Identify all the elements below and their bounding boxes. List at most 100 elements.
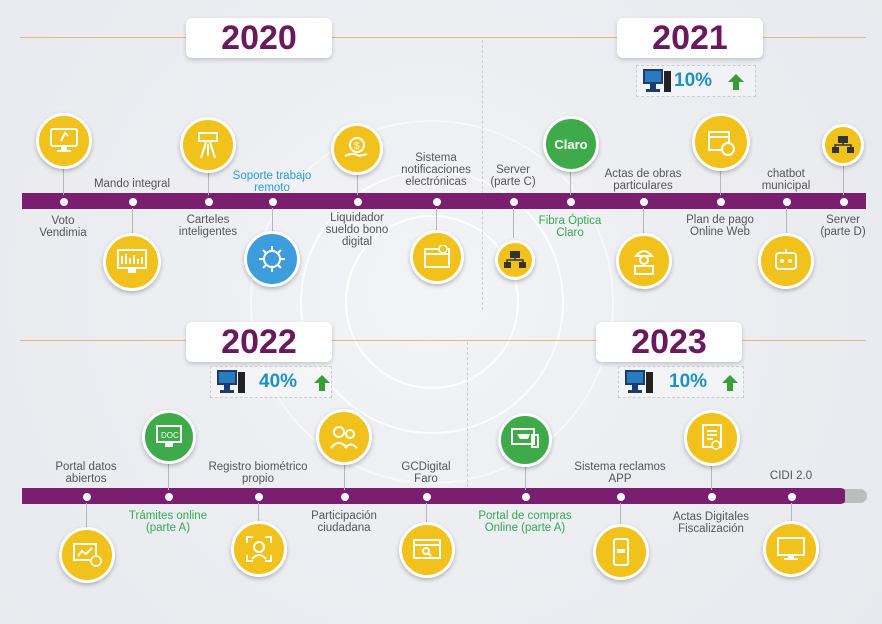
- timeline-dot: [509, 197, 519, 207]
- claro-logo-icon: Claro: [554, 136, 588, 152]
- money-hand-icon: $: [344, 137, 368, 158]
- up-arrow-icon: [728, 74, 744, 90]
- chatbot-circle: [758, 233, 814, 289]
- connector: [843, 162, 844, 195]
- timeline-dot: [164, 492, 174, 502]
- timeline-dot: [639, 197, 649, 207]
- certificate-icon: [702, 424, 722, 450]
- timeline-dot: [787, 492, 797, 502]
- monitor-icon: [777, 537, 805, 560]
- timeline-dot: [353, 197, 363, 207]
- cidi-circle: [763, 521, 819, 577]
- connector: [620, 503, 621, 525]
- virus-icon: [259, 246, 285, 272]
- timeline-dot: [616, 492, 626, 502]
- timeline-dot: [254, 492, 264, 502]
- up-arrow-icon: [722, 375, 738, 391]
- connector: [272, 208, 273, 234]
- connector: [208, 163, 209, 195]
- timeline-dot: [204, 197, 214, 207]
- portal-datos-circle: [59, 527, 115, 583]
- timeline-dot: [432, 197, 442, 207]
- label-soporte: Soporte trabajo remoto: [232, 170, 312, 194]
- stat-2022: 40%: [210, 366, 332, 398]
- shopping-cart-icon: [511, 428, 539, 448]
- voto-vendimia-circle: [36, 113, 92, 169]
- year-2023: 2023: [596, 322, 742, 362]
- stat-2023: 10%: [618, 366, 744, 398]
- connector: [132, 208, 133, 235]
- label-mando: Mando integral: [93, 178, 171, 190]
- label-sistema: Sistema notificaciones electrónicas: [401, 152, 471, 188]
- label-gcdigital: GCDigital Faro: [401, 461, 451, 485]
- connector: [720, 168, 721, 195]
- network-server-icon: [832, 136, 854, 153]
- timeline-dot: [340, 492, 350, 502]
- plan-pago-circle: [692, 113, 750, 171]
- monitor-hand-icon: [50, 128, 78, 152]
- bg-ring: [345, 215, 519, 389]
- bg-ring: [250, 120, 614, 484]
- dashboard-monitor-icon: [117, 249, 147, 273]
- connector: [791, 503, 792, 525]
- timeline-dot: [566, 197, 576, 207]
- timeline-dot: [839, 197, 849, 207]
- soporte-circle: [244, 231, 300, 287]
- label-liquidador: Liquidador sueldo bono digital: [325, 212, 389, 248]
- tramites-circle: DOC: [142, 410, 196, 464]
- worker-icon: [633, 250, 655, 275]
- label-server-d: Server (parte D): [820, 214, 866, 238]
- road-sign-icon: [198, 132, 218, 159]
- timeline-dot: [782, 197, 792, 207]
- search-window-icon: [413, 539, 441, 559]
- connector: [357, 172, 358, 195]
- label-tramites: Trámites online (parte A): [128, 510, 208, 534]
- carteles-circle: [180, 117, 236, 173]
- stat-2021: 10%: [636, 65, 756, 97]
- server-c-circle: [495, 240, 535, 280]
- label-cidi: CIDI 2.0: [769, 470, 813, 482]
- notification-window-icon: [424, 245, 450, 268]
- year-2022: 2022: [186, 322, 332, 362]
- label-voto: Voto Vendimia: [39, 215, 87, 239]
- header-line: [20, 340, 866, 341]
- divider: [467, 342, 468, 492]
- timeline-dot: [128, 197, 138, 207]
- svg-text:$: $: [354, 141, 360, 152]
- timeline-dot: [521, 492, 531, 502]
- connector: [570, 165, 571, 195]
- header-line: [20, 37, 866, 38]
- server-d-circle: [822, 124, 864, 166]
- timeline-dot: [268, 197, 278, 207]
- connector: [344, 455, 345, 490]
- chatbot-icon: [775, 249, 797, 270]
- claro-circle: Claro: [543, 116, 599, 172]
- connector: [86, 503, 87, 531]
- year-2021: 2021: [617, 18, 763, 58]
- timeline-bar-top: [22, 193, 866, 209]
- gcdigital-circle: [399, 522, 455, 578]
- registro-circle: [231, 521, 287, 577]
- label-chatbot: chatbot municipal: [761, 168, 811, 192]
- connector: [786, 208, 787, 236]
- calendar-payment-icon: [708, 131, 735, 156]
- computer-icon: [217, 370, 245, 393]
- people-icon: [330, 426, 358, 449]
- mando-integral-circle: [103, 233, 161, 291]
- chart-monitor-icon: [73, 543, 102, 567]
- liquidador-circle: $: [331, 123, 383, 175]
- label-registro: Registro biométrico propio: [208, 461, 308, 485]
- label-plan-pago: Plan de pago Online Web: [686, 214, 754, 238]
- stat-percent: 10%: [669, 371, 708, 392]
- svg-text:DOC: DOC: [161, 431, 179, 440]
- label-portal-datos: Portal datos abiertos: [55, 461, 117, 485]
- timeline-dot: [82, 492, 92, 502]
- connector: [436, 208, 437, 230]
- timeline-dot: [716, 197, 726, 207]
- connector: [63, 165, 64, 195]
- connector: [513, 208, 514, 238]
- connector: [258, 503, 259, 525]
- face-scan-icon: [246, 536, 272, 562]
- actas-obras-circle: [616, 233, 672, 289]
- network-server-icon: [504, 251, 526, 268]
